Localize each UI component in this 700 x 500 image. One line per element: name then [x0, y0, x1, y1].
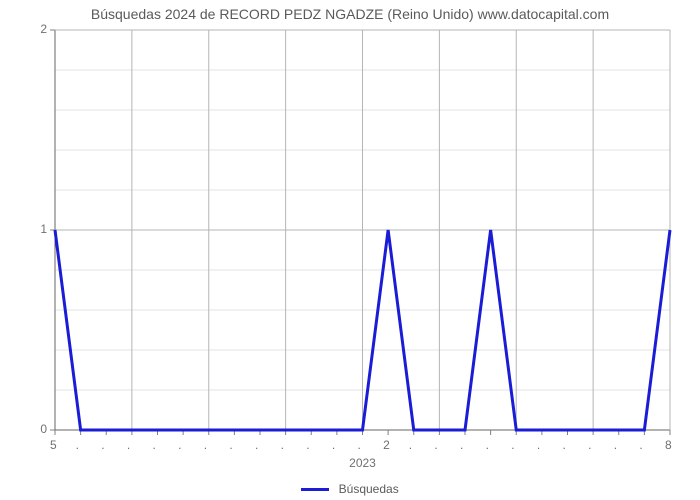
x-tick-label: 5: [50, 438, 57, 452]
legend: Búsquedas: [0, 481, 700, 496]
x-tick-label: .: [127, 438, 130, 452]
x-tick-label: 2: [383, 438, 390, 452]
x-tick-label: .: [434, 438, 437, 452]
x-tick-label: .: [281, 438, 284, 452]
chart-svg: [55, 30, 670, 430]
legend-swatch: [301, 488, 329, 491]
x-tick-label: .: [537, 438, 540, 452]
x-axis-label: 2023: [55, 456, 670, 470]
x-tick-label: .: [153, 438, 156, 452]
chart-title: Búsquedas 2024 de RECORD PEDZ NGADZE (Re…: [0, 6, 700, 22]
x-tick-label: .: [486, 438, 489, 452]
plot-area: [55, 30, 670, 430]
x-tick-label: .: [358, 438, 361, 452]
x-tick-label: .: [409, 438, 412, 452]
y-tick-label: 2: [40, 22, 47, 36]
x-tick-label: .: [460, 438, 463, 452]
x-tick-label: .: [178, 438, 181, 452]
x-tick-label: .: [332, 438, 335, 452]
legend-label: Búsquedas: [339, 482, 399, 496]
x-tick-label: .: [563, 438, 566, 452]
x-tick-label: 8: [665, 438, 672, 452]
x-tick-label: .: [204, 438, 207, 452]
y-tick-label: 1: [40, 222, 47, 236]
x-tick-label: .: [255, 438, 258, 452]
x-tick-label: .: [614, 438, 617, 452]
x-tick-label: .: [306, 438, 309, 452]
x-tick-label: .: [101, 438, 104, 452]
x-tick-label: .: [639, 438, 642, 452]
x-tick-label: .: [511, 438, 514, 452]
x-tick-label: .: [229, 438, 232, 452]
x-tick-label: .: [76, 438, 79, 452]
chart-container: Búsquedas 2024 de RECORD PEDZ NGADZE (Re…: [0, 0, 700, 500]
y-tick-label: 0: [40, 422, 47, 436]
x-tick-label: .: [588, 438, 591, 452]
